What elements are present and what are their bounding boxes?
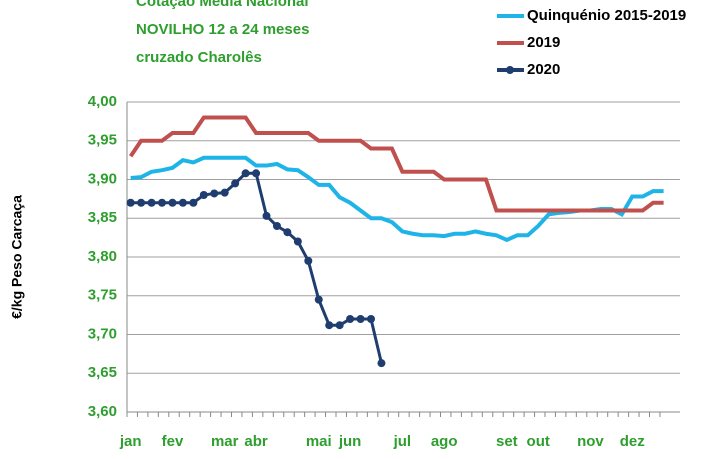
legend-label: Quinquénio 2015-2019 (527, 7, 686, 24)
point (367, 315, 376, 323)
point (325, 321, 334, 330)
y-tick-label: 3,85 (88, 209, 117, 226)
point (262, 211, 271, 220)
x-tick-label: mai (306, 433, 332, 450)
x-tick-label: jul (393, 433, 412, 450)
x-tick-label: mar (211, 433, 239, 450)
y-axis-label: €/kg Peso Carcaça (9, 195, 25, 319)
point (293, 237, 302, 246)
point (158, 198, 167, 207)
x-tick-label: jun (338, 433, 362, 450)
point (241, 169, 250, 178)
y-tick-label: 4,00 (88, 93, 117, 110)
point (356, 315, 365, 323)
chart-title: Cotação Média Nacional (136, 0, 309, 10)
x-tick-label: jan (119, 433, 142, 450)
point (304, 256, 313, 265)
y-tick-label: 3,80 (88, 248, 117, 265)
chart-title: NOVILHO 12 a 24 meses (136, 21, 309, 38)
y-tick-label: 3,70 (88, 325, 117, 342)
point (283, 228, 292, 237)
point (231, 179, 240, 188)
legend-marker (506, 66, 514, 74)
point (252, 169, 261, 178)
point (178, 198, 187, 207)
y-tick-label: 3,90 (88, 170, 117, 187)
point (189, 198, 198, 207)
x-tick-label: dez (620, 433, 645, 450)
x-tick-label: nov (577, 433, 604, 450)
legend-label: 2019 (527, 34, 560, 51)
point (377, 359, 386, 368)
x-tick-label: out (527, 433, 550, 450)
x-tick-label: abr (244, 433, 268, 450)
point (168, 198, 177, 207)
y-tick-label: 3,95 (88, 132, 117, 149)
point (126, 198, 135, 207)
point (137, 198, 146, 207)
series-line (128, 115, 664, 213)
point (314, 295, 323, 304)
point (210, 189, 219, 198)
legend-label: 2020 (527, 61, 560, 78)
x-tick-label: fev (162, 433, 184, 450)
series-line (130, 155, 664, 243)
point (199, 191, 208, 199)
point (272, 222, 281, 230)
x-tick-label: ago (431, 433, 458, 450)
point (220, 188, 229, 197)
point (147, 198, 156, 207)
point (335, 321, 344, 330)
y-tick-label: 3,75 (88, 287, 117, 304)
y-tick-label: 3,60 (88, 403, 117, 420)
point (346, 315, 355, 323)
x-tick-label: set (496, 433, 518, 450)
y-tick-label: 3,65 (88, 364, 117, 381)
chart-title: cruzado Charolês (136, 49, 262, 66)
